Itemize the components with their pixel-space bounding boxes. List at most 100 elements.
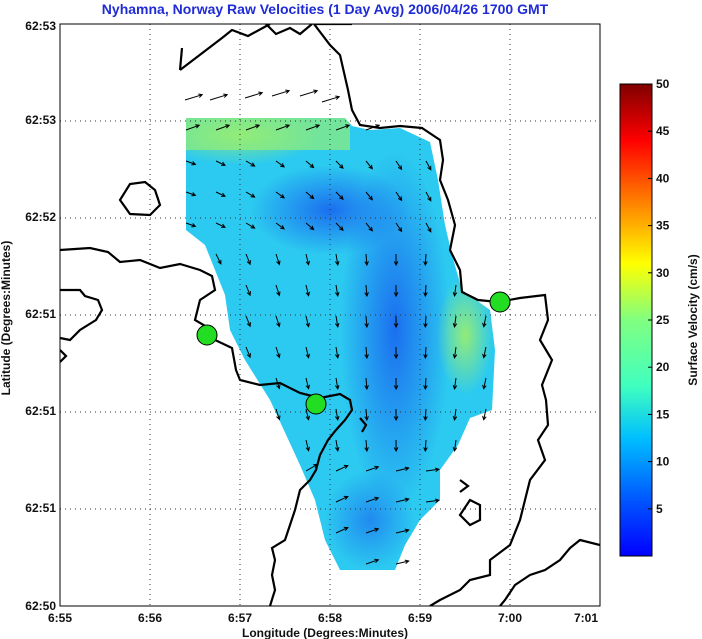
velocity-arrow xyxy=(365,527,380,534)
x-tick-label: 6:59 xyxy=(408,611,432,625)
colorbar-ticks: 5 10 15 20 25 30 35 40 45 50 xyxy=(648,77,670,516)
velocity-arrow xyxy=(365,160,373,170)
velocity-arrow xyxy=(245,315,251,328)
velocity-arrow xyxy=(275,160,285,168)
velocity-arrow xyxy=(185,191,197,197)
velocity-arrow xyxy=(245,253,251,266)
station-marker-south xyxy=(305,393,327,415)
velocity-arrow xyxy=(185,124,201,131)
colorbar-tick-label: 35 xyxy=(656,219,670,233)
velocity-arrow xyxy=(299,89,319,97)
velocity-arrow xyxy=(364,377,369,391)
y-tick-label: 62:52 xyxy=(25,210,56,224)
x-tick-label: 6:56 xyxy=(138,611,162,625)
velocity-arrow xyxy=(423,346,428,360)
velocity-arrow xyxy=(393,408,399,422)
coastline xyxy=(60,24,600,606)
x-tick-label: 7:01 xyxy=(574,611,598,625)
velocity-arrow xyxy=(335,160,344,169)
velocity-arrow xyxy=(215,124,231,131)
velocity-arrow xyxy=(364,315,369,329)
velocity-arrow xyxy=(425,191,432,202)
velocity-arrow xyxy=(395,528,410,534)
x-axis-label: Longitude (Degrees:Minutes) xyxy=(242,626,408,639)
velocity-arrow xyxy=(364,253,369,267)
velocity-arrow xyxy=(275,253,281,266)
velocity-arrow xyxy=(245,284,251,297)
velocity-arrow xyxy=(305,315,310,328)
chart-title: Nyhamna, Norway Raw Velocities (1 Day Av… xyxy=(102,1,549,17)
velocity-arrow xyxy=(393,253,399,267)
velocity-arrow xyxy=(395,466,410,472)
velocity-arrow xyxy=(271,89,291,97)
velocity-arrow xyxy=(334,253,340,266)
velocity-arrow xyxy=(335,124,351,131)
velocity-arrow xyxy=(305,408,310,421)
velocity-arrow xyxy=(321,95,341,103)
colorbar-tick-label: 5 xyxy=(656,502,663,516)
x-tick-label: 6:57 xyxy=(228,611,252,625)
axes-frame xyxy=(59,23,601,607)
x-tick-label: 6:58 xyxy=(318,611,342,625)
velocity-arrow xyxy=(334,377,340,390)
velocity-arrow xyxy=(364,346,369,360)
x-tick-label: 7:00 xyxy=(498,611,522,625)
y-tick-label: 62:50 xyxy=(25,599,56,613)
velocity-arrow xyxy=(334,346,340,359)
velocity-arrow xyxy=(334,408,340,421)
velocity-arrow xyxy=(305,346,310,359)
velocity-arrow xyxy=(305,124,321,131)
velocity-arrow xyxy=(482,315,487,328)
velocity-arrow xyxy=(334,315,340,328)
velocity-arrow xyxy=(425,467,440,473)
x-tick-label: 6:55 xyxy=(48,611,72,625)
velocity-arrow xyxy=(423,253,428,267)
velocity-arrow xyxy=(425,160,432,171)
velocity-arrow xyxy=(334,284,340,297)
velocity-arrow xyxy=(275,191,285,199)
velocity-arrow xyxy=(335,464,349,472)
velocity-arrow xyxy=(275,408,281,421)
velocity-arrow xyxy=(452,377,458,390)
velocity-arrow xyxy=(245,124,261,131)
velocity-arrow xyxy=(245,191,256,198)
velocity-arrow xyxy=(184,93,204,101)
velocity-arrow xyxy=(335,526,349,534)
colorbar xyxy=(619,83,653,557)
station-marker-east xyxy=(489,291,511,313)
velocity-arrow xyxy=(245,346,251,359)
velocity-arrow xyxy=(395,559,410,565)
velocity-arrow xyxy=(335,222,344,231)
velocity-arrow xyxy=(482,377,487,390)
velocity-arrow xyxy=(452,315,458,328)
velocity-arrow xyxy=(245,160,256,167)
velocity-arrow xyxy=(365,191,373,201)
velocity-arrow xyxy=(334,439,340,452)
velocity-arrow xyxy=(305,377,310,390)
velocity-arrow xyxy=(275,346,281,359)
velocity-arrow xyxy=(393,315,399,329)
velocity-arrow xyxy=(423,315,428,329)
velocity-arrow xyxy=(365,222,373,232)
velocity-arrow xyxy=(393,439,399,453)
velocity-arrow xyxy=(275,315,281,328)
velocity-arrow xyxy=(275,284,281,297)
velocity-arrow xyxy=(305,191,315,200)
colorbar-tick-label: 10 xyxy=(656,455,670,469)
colorbar-tick-label: 25 xyxy=(656,313,670,327)
velocity-arrow xyxy=(185,160,197,166)
velocity-arrow xyxy=(425,498,440,504)
y-tick-label: 62:51 xyxy=(25,501,56,515)
velocity-arrow xyxy=(395,160,403,171)
velocity-arrow xyxy=(209,93,229,101)
y-tick-labels: 62:53 62:53 62:52 62:51 62:51 62:51 62:5… xyxy=(25,19,56,613)
velocity-arrow xyxy=(393,377,399,391)
velocity-arrow xyxy=(423,377,428,391)
velocity-arrow xyxy=(364,439,369,453)
velocity-arrow xyxy=(425,222,432,233)
velocity-arrow xyxy=(395,222,403,233)
y-tick-label: 62:51 xyxy=(25,307,56,321)
velocity-arrow xyxy=(245,222,256,229)
colorbar-label: Surface Velocity (cm/s) xyxy=(686,254,700,385)
